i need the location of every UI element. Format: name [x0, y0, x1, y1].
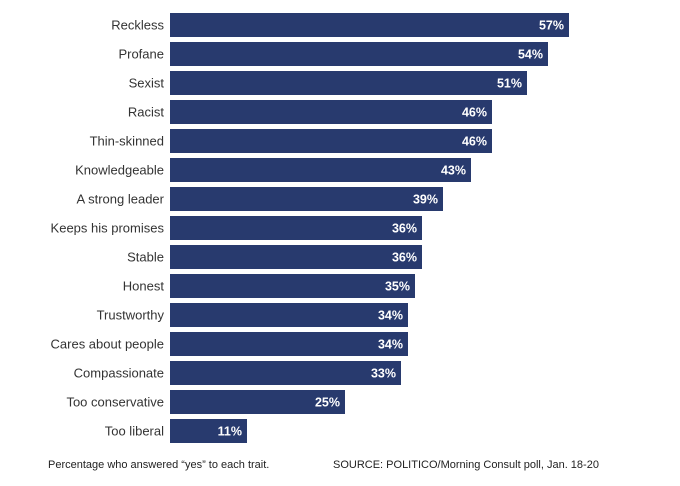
- bar: [170, 274, 415, 298]
- value-label: 36%: [392, 251, 417, 265]
- bar: [170, 129, 492, 153]
- category-label: Profane: [118, 47, 164, 62]
- bar: [170, 303, 408, 327]
- bar: [170, 245, 422, 269]
- category-label: Cares about people: [51, 337, 164, 352]
- value-label: 34%: [378, 309, 403, 323]
- category-label: Compassionate: [74, 366, 164, 381]
- category-label: Keeps his promises: [51, 221, 165, 236]
- bar: [170, 216, 422, 240]
- category-label: Stable: [127, 250, 164, 265]
- category-label: Too liberal: [105, 424, 164, 439]
- value-label: 25%: [315, 396, 340, 410]
- bar: [170, 158, 471, 182]
- category-label: Sexist: [129, 76, 165, 91]
- footnote-source: SOURCE: POLITICO/Morning Consult poll, J…: [333, 459, 599, 471]
- bar: [170, 42, 548, 66]
- value-label: 36%: [392, 222, 417, 236]
- bar: [170, 332, 408, 356]
- bar: [170, 390, 345, 414]
- category-label: Honest: [123, 279, 165, 294]
- bar: [170, 361, 401, 385]
- value-label: 35%: [385, 280, 410, 294]
- bar: [170, 187, 443, 211]
- value-label: 33%: [371, 367, 396, 381]
- category-label: Racist: [128, 105, 165, 120]
- value-label: 34%: [378, 338, 403, 352]
- footnote-note: Percentage who answered “yes” to each tr…: [48, 459, 270, 471]
- value-label: 11%: [218, 425, 242, 439]
- bar: [170, 100, 492, 124]
- category-label: Thin-skinned: [90, 134, 164, 149]
- value-label: 39%: [413, 193, 438, 207]
- category-label: Too conservative: [66, 395, 164, 410]
- bar: [170, 71, 527, 95]
- bar: [170, 419, 247, 443]
- value-label: 54%: [518, 48, 543, 62]
- category-label: Trustworthy: [97, 308, 165, 323]
- bar: [170, 13, 569, 37]
- category-label: A strong leader: [77, 192, 165, 207]
- value-label: 51%: [497, 77, 522, 91]
- value-label: 46%: [462, 135, 487, 149]
- value-label: 57%: [539, 19, 564, 33]
- value-label: 46%: [462, 106, 487, 120]
- value-label: 43%: [441, 164, 466, 178]
- category-label: Reckless: [111, 18, 164, 33]
- category-label: Knowledgeable: [75, 163, 164, 178]
